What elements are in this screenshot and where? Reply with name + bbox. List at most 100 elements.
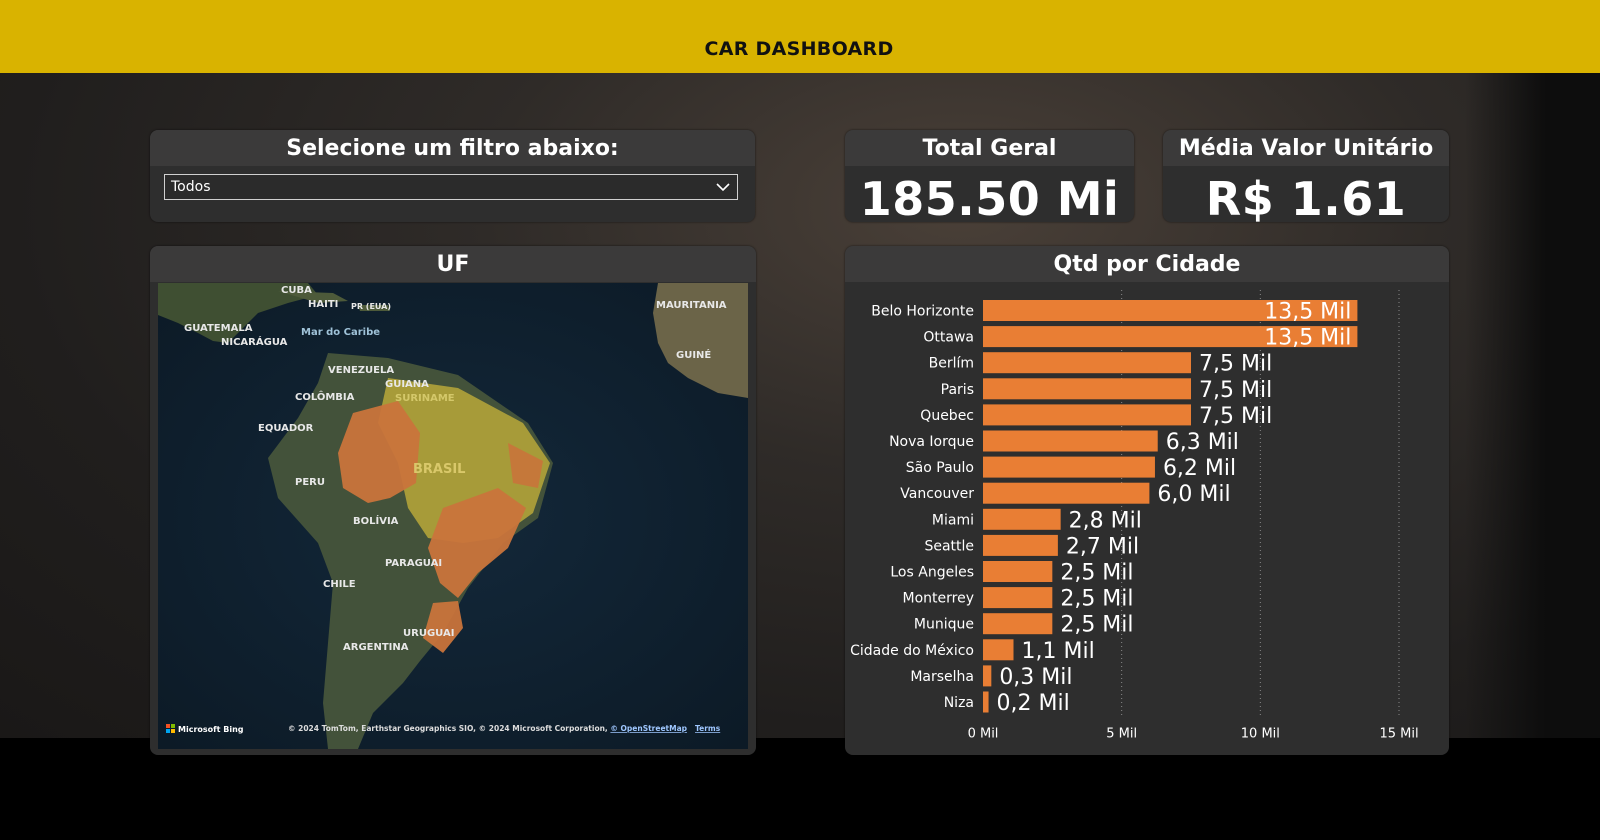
bar[interactable] bbox=[983, 300, 1358, 321]
bar[interactable] bbox=[983, 378, 1191, 400]
bar[interactable] bbox=[983, 430, 1158, 452]
map-label: PARAGUAI bbox=[385, 558, 442, 569]
bar-chart: 0 Mil 5 Mil 10 Mil 15 Mil Belo Horizonte 13,5… bbox=[850, 290, 1419, 742]
terms-link[interactable]: Terms bbox=[695, 724, 721, 733]
kpi-total-title: Total Geral bbox=[845, 130, 1134, 166]
category-label: Belo Horizonte bbox=[871, 304, 974, 320]
brazil-orange-south bbox=[423, 601, 463, 653]
category-label: São Paulo bbox=[906, 460, 974, 476]
bar[interactable] bbox=[983, 326, 1358, 348]
data-label: 2,8 Mil bbox=[1069, 508, 1142, 533]
category-label: Nova Iorque bbox=[889, 434, 974, 450]
data-label: 2,5 Mil bbox=[1060, 561, 1133, 586]
kpi-media-title: Média Valor Unitário bbox=[1163, 130, 1449, 166]
data-label: 6,0 Mil bbox=[1157, 482, 1230, 507]
central-america-land bbox=[158, 283, 318, 343]
map-label: HAITI bbox=[308, 299, 338, 310]
brazil-orange-amazonas bbox=[338, 401, 420, 503]
map-label: URUGUAI bbox=[403, 628, 454, 639]
map-label: EQUADOR bbox=[258, 423, 314, 434]
data-label: 7,5 Mil bbox=[1199, 378, 1272, 403]
microsoft-bing-logo: Microsoft Bing bbox=[166, 724, 244, 734]
bar[interactable] bbox=[983, 482, 1150, 504]
category-label: Monterrey bbox=[903, 591, 974, 607]
bar[interactable] bbox=[983, 691, 989, 713]
category-label: Munique bbox=[914, 617, 974, 633]
data-label: 0,3 Mil bbox=[999, 665, 1072, 690]
data-label: 2,5 Mil bbox=[1060, 613, 1133, 638]
data-label: 13,5 Mil bbox=[1264, 326, 1351, 351]
bar[interactable] bbox=[983, 665, 992, 687]
bar[interactable] bbox=[983, 534, 1058, 556]
map-label: COLÔMBIA bbox=[295, 390, 355, 403]
filter-title: Selecione um filtro abaixo: bbox=[150, 130, 755, 166]
data-label: 6,2 Mil bbox=[1163, 456, 1236, 481]
category-label: Quebec bbox=[920, 408, 974, 424]
brazil-orange-northeast bbox=[508, 443, 543, 488]
data-label: 13,5 Mil bbox=[1264, 300, 1351, 325]
dashboard-title: CAR DASHBOARD bbox=[704, 37, 894, 60]
africa-land bbox=[653, 283, 748, 398]
filter-selected-value: Todos bbox=[171, 179, 211, 195]
bar[interactable] bbox=[983, 404, 1191, 426]
bar[interactable] bbox=[983, 561, 1053, 582]
chart-title: Qtd por Cidade bbox=[845, 246, 1449, 282]
bar[interactable] bbox=[983, 508, 1061, 530]
category-label: Seattle bbox=[924, 538, 974, 554]
category-label: Berlím bbox=[929, 356, 974, 372]
header-bar: CAR DASHBOARD bbox=[0, 0, 1600, 73]
map-canvas: CUBA HAITI PR (EUA) GUATEMALA NICARÁGUA … bbox=[158, 283, 748, 749]
map-label: BRASIL bbox=[413, 462, 465, 477]
category-label: Cidade do México bbox=[850, 643, 974, 659]
filter-dropdown[interactable]: Todos bbox=[164, 174, 738, 200]
map-label: Mar do Caribe bbox=[301, 327, 380, 338]
category-label: Marselha bbox=[910, 669, 974, 685]
bar[interactable] bbox=[983, 613, 1053, 635]
x-tick-label: 15 Mil bbox=[1379, 727, 1418, 742]
x-tick-label: 10 Mil bbox=[1241, 727, 1280, 742]
category-label: Los Angeles bbox=[890, 565, 974, 581]
data-label: 2,5 Mil bbox=[1060, 587, 1133, 612]
map-label: GUINÉ bbox=[676, 348, 711, 361]
category-label: Miami bbox=[932, 512, 974, 528]
data-label: 0,2 Mil bbox=[997, 691, 1070, 716]
filter-card: Selecione um filtro abaixo: Todos bbox=[150, 130, 755, 222]
data-label: 2,7 Mil bbox=[1066, 534, 1139, 559]
map-label: GUATEMALA bbox=[184, 323, 253, 334]
map-label: MAURITANIA bbox=[656, 300, 727, 311]
map-label: CUBA bbox=[281, 285, 312, 296]
category-label: Paris bbox=[941, 382, 974, 398]
osm-link[interactable]: © OpenStreetMap bbox=[610, 724, 687, 733]
x-tick-label: 5 Mil bbox=[1106, 727, 1137, 742]
chart-card: Qtd por Cidade 0 Mil 5 Mil 10 Mil 15 Mil Bel… bbox=[845, 246, 1449, 755]
kpi-total-value: 185.50 Mi bbox=[859, 172, 1120, 222]
map-view[interactable]: CUBA HAITI PR (EUA) GUATEMALA NICARÁGUA … bbox=[158, 283, 748, 749]
bar[interactable] bbox=[983, 352, 1191, 374]
kpi-media-card: Média Valor Unitário R$ 1.61 Mil bbox=[1163, 130, 1449, 222]
brazil-orange-southeast bbox=[428, 488, 526, 598]
data-label: 7,5 Mil bbox=[1199, 352, 1272, 377]
bar[interactable] bbox=[983, 639, 1014, 661]
x-tick-label: 0 Mil bbox=[968, 727, 999, 742]
map-attribution: © 2024 TomTom, Earthstar Geographics SIO… bbox=[288, 724, 721, 733]
map-title: UF bbox=[150, 246, 756, 282]
map-label: SURINAME bbox=[395, 393, 455, 404]
chevron-down-icon bbox=[716, 183, 730, 192]
map-label: PERU bbox=[295, 477, 325, 488]
bar[interactable] bbox=[983, 587, 1053, 609]
category-label: Ottawa bbox=[923, 330, 974, 346]
data-label: 7,5 Mil bbox=[1199, 404, 1272, 429]
data-label: 1,1 Mil bbox=[1022, 639, 1095, 664]
map-label: NICARÁGUA bbox=[221, 335, 288, 348]
caribbean-islands bbox=[278, 291, 390, 311]
svg-text:Microsoft Bing: Microsoft Bing bbox=[178, 725, 244, 734]
bar[interactable] bbox=[983, 456, 1155, 478]
map-label: ARGENTINA bbox=[343, 642, 409, 653]
category-label: Niza bbox=[944, 695, 974, 711]
map-label: BOLÍVIA bbox=[353, 514, 399, 527]
map-label: CHILE bbox=[323, 579, 356, 590]
category-label: Vancouver bbox=[900, 486, 974, 502]
data-label: 6,3 Mil bbox=[1166, 430, 1239, 455]
map-card: UF CUBA HAITI bbox=[150, 246, 756, 755]
map-label: PR (EUA) bbox=[351, 302, 391, 311]
